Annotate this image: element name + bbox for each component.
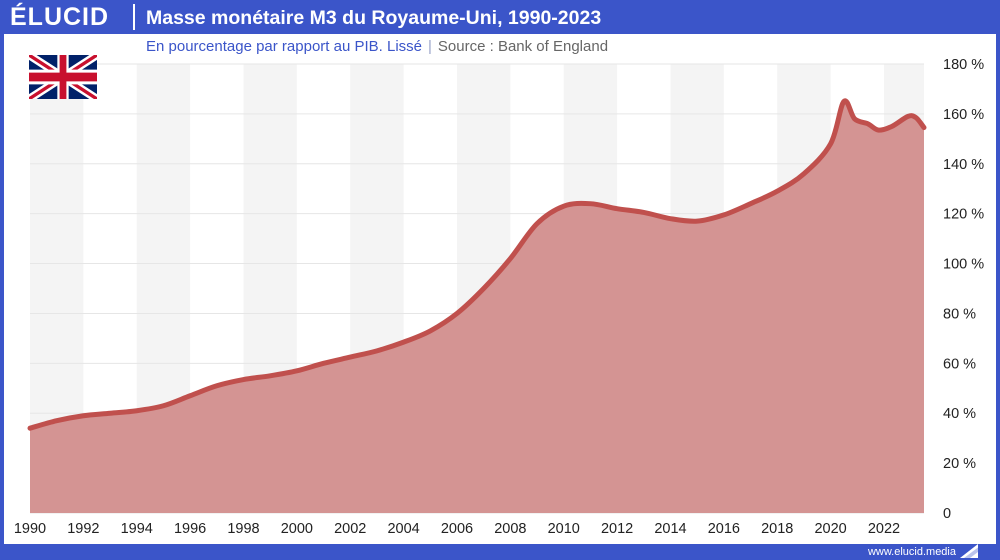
x-tick-label: 1992 <box>67 521 99 537</box>
y-tick-label: 0 <box>943 506 951 522</box>
subtitle-separator: | <box>428 38 432 55</box>
x-tick-label: 1996 <box>174 521 206 537</box>
y-tick-label: 40 % <box>943 406 976 422</box>
x-tick-label: 2002 <box>334 521 366 537</box>
x-tick-label: 2020 <box>814 521 846 537</box>
y-tick-label: 60 % <box>943 356 976 372</box>
uk-flag-icon <box>29 55 97 99</box>
y-tick-label: 120 % <box>943 207 984 223</box>
source-credit: Source : Bank of England <box>437 38 609 55</box>
subtitle-text: En pourcentage par rapport au PIB. Lissé <box>146 38 423 55</box>
x-tick-label: 2014 <box>654 521 686 537</box>
x-tick-label: 2008 <box>494 521 526 537</box>
y-tick-label: 20 % <box>943 456 976 472</box>
x-tick-label: 2006 <box>441 521 473 537</box>
y-tick-label: 180 % <box>943 57 984 73</box>
x-tick-label: 1994 <box>121 521 153 537</box>
series-area <box>30 100 924 513</box>
x-tick-label: 1998 <box>227 521 259 537</box>
x-tick-label: 2012 <box>601 521 633 537</box>
x-tick-label: 2018 <box>761 521 793 537</box>
x-tick-label: 2010 <box>548 521 580 537</box>
y-tick-label: 80 % <box>943 306 976 322</box>
x-tick-label: 2004 <box>387 521 419 537</box>
y-tick-label: 140 % <box>943 157 984 173</box>
y-tick-label: 160 % <box>943 107 984 123</box>
x-tick-label: 2000 <box>281 521 313 537</box>
elucid-mark-icon <box>960 544 978 558</box>
header-bar: ÉLUCID Masse monétaire M3 du Royaume-Uni… <box>0 0 1000 34</box>
header-separator <box>133 4 135 30</box>
y-tick-label: 100 % <box>943 257 984 273</box>
chart-title: Masse monétaire M3 du Royaume-Uni, 1990-… <box>146 7 602 29</box>
x-tick-label: 2022 <box>868 521 900 537</box>
footer-url: www.elucid.media <box>867 546 956 558</box>
series-line <box>27 98 927 431</box>
elucid-logo: ÉLUCID <box>10 3 110 31</box>
x-tick-label: 1990 <box>14 521 46 537</box>
x-tick-label: 2016 <box>708 521 740 537</box>
chart-subtitle: En pourcentage par rapport au PIB. Lissé… <box>146 37 608 57</box>
